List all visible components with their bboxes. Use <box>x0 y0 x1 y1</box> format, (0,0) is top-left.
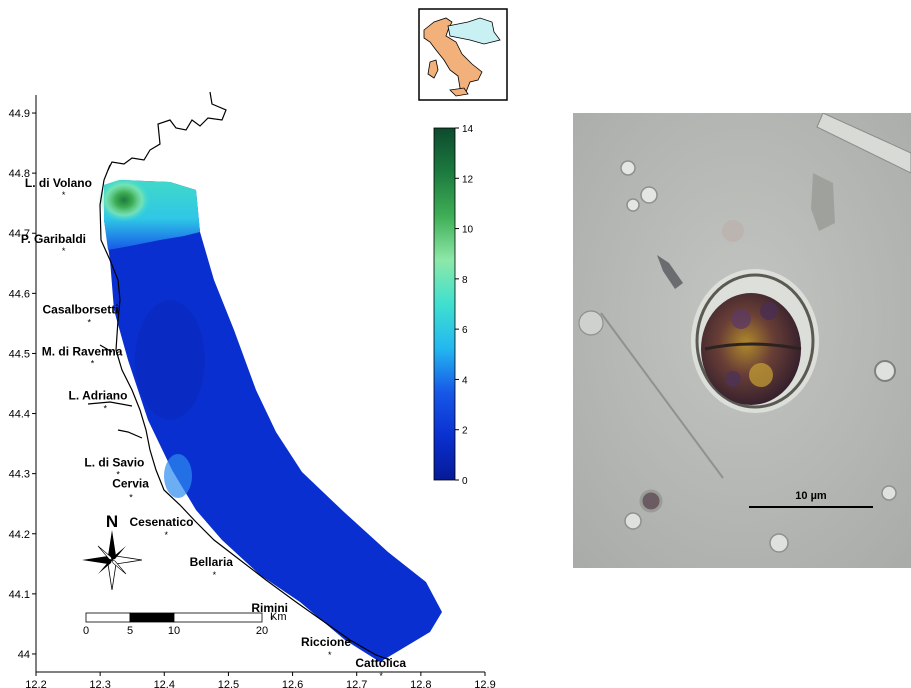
plume-body <box>104 180 442 662</box>
colorbar-tick-label: 12 <box>462 174 474 185</box>
y-axis-ticks: 44 44.1 44.2 44.3 44.4 44.5 44.6 44.7 44.8 44.9 <box>9 108 36 661</box>
y-tick-label: 44.5 <box>9 348 30 360</box>
scale-bar <box>85 612 263 623</box>
micrograph-image <box>573 113 911 568</box>
town-marker: * <box>164 530 168 540</box>
colorbar-tick-label: 14 <box>462 124 474 135</box>
town-marker: * <box>104 404 108 414</box>
town-label: M. di Ravenna <box>42 344 123 358</box>
colorbar-tick-label: 0 <box>462 476 468 487</box>
river-lamone <box>99 344 113 353</box>
town-label: Casalborsetti <box>43 303 119 317</box>
north-label: N <box>106 512 118 531</box>
po-delta-outline <box>107 91 227 171</box>
scale-bar-ticks: 0 5 10 20 <box>83 625 268 637</box>
y-tick-label: 44.2 <box>9 529 30 541</box>
x-tick-label: 12.3 <box>89 679 110 688</box>
plume-cervia-patch <box>164 454 192 498</box>
river-reno <box>87 401 133 407</box>
town-label: Cattolica <box>355 656 406 670</box>
micrograph-scale-bar <box>749 506 873 508</box>
town-marker: * <box>116 470 120 480</box>
x-tick-label: 12.6 <box>282 679 303 688</box>
inset-sicily <box>449 87 469 97</box>
micrograph-panel: 10 µm <box>573 113 911 568</box>
town-marker: * <box>129 492 133 502</box>
town-label: Bellaria <box>190 555 234 569</box>
colorbar-tick-label: 10 <box>462 225 474 236</box>
italy-inset <box>418 8 508 101</box>
town-labels: *L. di Volano*P. Garibaldi*Casalborsetti… <box>21 176 407 681</box>
plume-inner-dark <box>135 300 205 420</box>
inset-sardinia <box>427 59 439 79</box>
town-label: L. Adriano <box>69 389 128 403</box>
scale-tick-label: 20 <box>256 625 268 637</box>
colorbar-tick-label: 6 <box>462 325 468 336</box>
colorbar-bar <box>433 127 456 481</box>
town-label: Cervia <box>112 476 149 490</box>
colorbar-tick-label: 4 <box>462 375 468 386</box>
y-tick-label: 44.6 <box>9 288 30 300</box>
colorbar-tick-label: 2 <box>462 426 468 437</box>
colorbar-tick-label: 8 <box>462 275 468 286</box>
town-marker: * <box>328 650 332 660</box>
town-label: Cesenatico <box>129 515 193 529</box>
micrograph-scale-label: 10 µm <box>795 490 827 502</box>
town-marker: * <box>62 246 66 256</box>
scale-tick-label: 10 <box>168 625 180 637</box>
town-label: L. di Savio <box>84 456 144 470</box>
x-tick-label: 12.5 <box>218 679 239 688</box>
concentration-field <box>98 178 442 662</box>
town-label: L. di Volano <box>25 176 92 190</box>
inset-emilia-romagna <box>447 17 501 45</box>
axes <box>35 95 485 673</box>
town-marker: * <box>270 615 274 625</box>
y-tick-label: 44.9 <box>9 108 30 120</box>
colorbar-ticks: 0 2 4 6 8 10 12 14 <box>455 124 474 487</box>
town-marker: * <box>379 671 383 681</box>
scale-tick-label: 0 <box>83 625 89 637</box>
town-marker: * <box>62 190 66 200</box>
y-tick-label: 44.7 <box>9 228 30 240</box>
river-savio <box>117 429 143 439</box>
coastline <box>87 91 391 661</box>
y-tick-label: 44.8 <box>9 168 30 180</box>
inset-italy-mainland <box>423 17 483 93</box>
x-tick-label: 12.9 <box>474 679 495 688</box>
colorbar: 0 2 4 6 8 10 12 14 <box>433 124 474 487</box>
y-tick-label: 44.1 <box>9 589 30 601</box>
town-marker: * <box>88 318 92 328</box>
plume-hotspot <box>98 178 150 222</box>
x-axis-ticks: 12.2 12.3 12.4 12.5 12.6 12.7 12.8 12.9 <box>25 672 496 688</box>
town-label: Rimini <box>251 601 288 615</box>
scale-unit: Km <box>270 611 287 623</box>
y-tick-label: 44.3 <box>9 469 30 481</box>
town-marker: * <box>91 358 95 368</box>
x-tick-label: 12.7 <box>346 679 367 688</box>
town-marker: * <box>213 570 217 580</box>
x-tick-label: 12.8 <box>410 679 431 688</box>
scale-tick-label: 5 <box>127 625 133 637</box>
x-tick-label: 12.2 <box>25 679 46 688</box>
town-label: P. Garibaldi <box>21 232 86 246</box>
y-tick-label: 44 <box>18 649 30 661</box>
y-tick-label: 44.4 <box>9 409 30 421</box>
x-tick-label: 12.4 <box>154 679 175 688</box>
town-label: Riccione <box>301 635 351 649</box>
north-arrow <box>82 530 143 591</box>
